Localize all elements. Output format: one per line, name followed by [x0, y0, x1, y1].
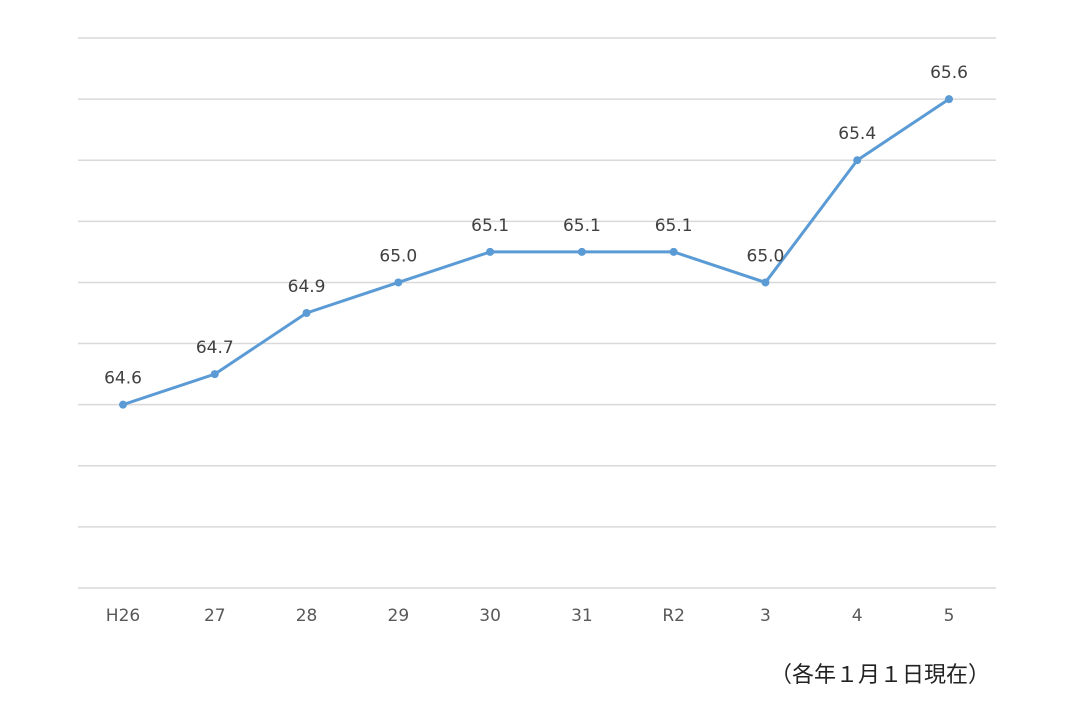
data-point: [669, 247, 678, 256]
data-point: [853, 156, 862, 165]
x-tick-label: 29: [388, 606, 410, 626]
series-line: [121, 97, 951, 407]
x-tick-label: 27: [204, 606, 226, 626]
data-label: 65.1: [471, 216, 509, 236]
data-point: [210, 370, 219, 379]
x-tick-label: 5: [944, 606, 955, 626]
date-footnote: （各年１月１日現在）: [769, 663, 990, 688]
data-labels: 64.6 64.7 64.9 65.0 65.1 65.1 65.1 65.0 65.4 65.6: [104, 63, 968, 389]
data-point: [119, 400, 127, 409]
data-label: 65.0: [379, 246, 417, 266]
data-point: [302, 309, 311, 317]
data-label: 65.1: [655, 216, 693, 236]
data-point: [394, 278, 403, 287]
x-tick-label: H26: [106, 606, 140, 626]
data-point: [486, 247, 495, 256]
x-tick-label: 28: [296, 606, 318, 626]
x-tick-label: R2: [662, 606, 685, 626]
data-label: 64.6: [104, 369, 142, 389]
series-line-layer: [121, 97, 951, 407]
data-label: 65.6: [930, 63, 968, 83]
data-label: 65.1: [563, 216, 601, 236]
data-point: [577, 247, 586, 256]
data-point: [761, 278, 770, 287]
data-label: 65.0: [747, 246, 785, 266]
data-point: [945, 95, 953, 104]
data-label: 64.9: [288, 277, 326, 297]
grid-lines: [78, 37, 996, 589]
x-tick-label: 30: [479, 606, 501, 626]
data-label: 64.7: [196, 338, 234, 358]
series-points: [119, 95, 953, 409]
x-axis-tick-labels: H26 27 28 29 30 31 R2 3 4 5: [106, 606, 955, 626]
x-tick-label: 31: [571, 606, 593, 626]
x-tick-label: 4: [852, 606, 863, 626]
data-label: 65.4: [838, 124, 876, 144]
x-tick-label: 3: [760, 606, 771, 626]
